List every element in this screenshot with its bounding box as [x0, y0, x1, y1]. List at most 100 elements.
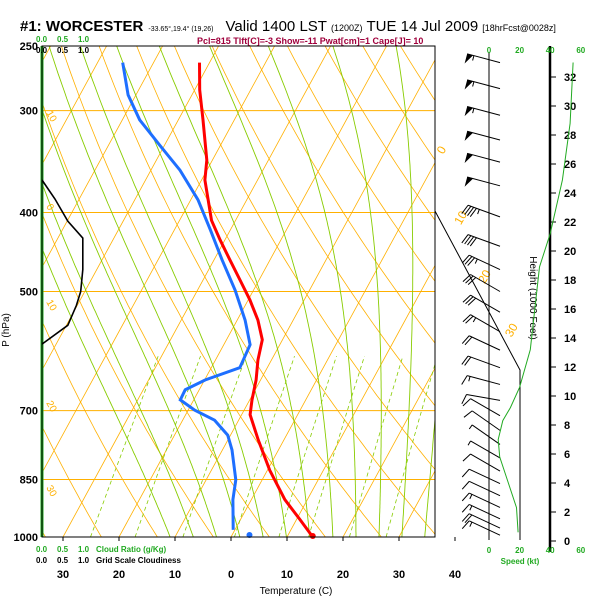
cloud-ratio-scale-bottom: 0.5	[57, 545, 69, 554]
barb-half-feather	[469, 521, 473, 527]
height-tick-label: 10	[564, 391, 576, 403]
speed-tick-label-bottom: 40	[546, 546, 555, 555]
barb-pennant	[464, 79, 473, 90]
background-lines	[42, 32, 600, 555]
moist-adiabat-line	[395, 46, 414, 537]
surface-temp-dot	[309, 533, 316, 539]
cloud-ratio-scale-top: 1.0	[78, 35, 90, 44]
dry-adiabat-line	[503, 32, 600, 555]
moist-adiabat-line	[42, 181, 194, 537]
barb-feather	[461, 254, 470, 264]
height-tick-label: 16	[564, 304, 576, 316]
barb-shaft	[467, 152, 501, 163]
dry-adiabat-line	[173, 46, 435, 471]
adiabat-label: 10	[43, 109, 58, 125]
barb-feather	[465, 315, 474, 324]
barb-pennant	[464, 131, 473, 141]
pressure-tick-label: 500	[20, 287, 38, 299]
wind-barb	[467, 440, 501, 459]
temp-tick-label: 20	[113, 569, 125, 581]
barb-feather	[461, 468, 470, 478]
barb-feather	[461, 335, 470, 344]
pressure-tick-label: 850	[20, 474, 38, 486]
forecast-info: [18hrFcst@0028z]	[482, 23, 556, 33]
barb-shaft	[471, 424, 501, 445]
barb-half-feather	[469, 505, 473, 511]
moist-adiabat-line	[42, 108, 217, 537]
isotherm-line	[42, 46, 164, 269]
height-tick-label: 18	[564, 275, 576, 287]
cloud-ratio-scale-bottom: 0.0	[36, 545, 48, 554]
isotherm-line	[286, 264, 435, 537]
wind-barb	[461, 375, 501, 385]
cloud-ratio-axis-label: Cloud Ratio (g/Kg)	[96, 545, 167, 554]
barb-pennant	[464, 177, 473, 187]
y-axis-title: P (hPa)	[1, 313, 12, 347]
dry-adiabat-line	[42, 100, 270, 537]
barb-half-feather	[472, 317, 477, 323]
height-tick-label: 24	[564, 188, 577, 200]
temp-tick-label: 30	[57, 569, 69, 581]
speed-tick-label-top: 0	[487, 46, 492, 55]
plot-layer: 250300400500700850100010010203001020300.…	[1, 35, 586, 597]
barb-shaft	[470, 294, 501, 313]
height-axis-title: Height (1000 Feet)	[527, 256, 538, 339]
height-tick-label: 14	[564, 333, 577, 345]
isotherm-label: 0	[434, 143, 450, 156]
wind-barb	[461, 504, 501, 520]
barb-feather	[469, 237, 477, 247]
moist-adiabat-line	[158, 46, 311, 537]
barb-feather	[461, 234, 469, 244]
barb-shaft	[467, 355, 501, 369]
temp-tick-label: 0	[228, 569, 234, 581]
isotherm-line	[42, 46, 220, 371]
header-line: #1: WORCESTER -33.65°,19.4° (19,26) Valid …	[20, 18, 556, 35]
barb-feather	[464, 514, 473, 524]
grid-cloudiness-line	[41, 179, 84, 345]
barb-feather	[464, 336, 473, 346]
barb-shaft	[468, 468, 501, 485]
barb-feather	[467, 206, 475, 216]
barb-shaft	[470, 453, 501, 472]
barb-feather	[461, 204, 469, 214]
cloudiness-scale-top: 0.5	[57, 46, 69, 55]
barb-feather	[461, 375, 468, 385]
dry-adiabat-line	[98, 46, 382, 537]
temp-tick-label: 10	[169, 569, 181, 581]
barb-feather	[467, 297, 477, 306]
mixing-ratio-line	[385, 362, 435, 537]
dry-adiabat-line	[136, 46, 435, 535]
barb-feather	[462, 314, 471, 323]
pressure-tick-label: 400	[20, 207, 38, 219]
barb-feather	[463, 410, 473, 418]
barb-feather	[461, 481, 470, 490]
barb-feather	[461, 492, 470, 502]
barb-feather	[462, 294, 471, 303]
isotherm-line	[42, 46, 108, 166]
x-axis-title: Temperature (C)	[260, 586, 333, 597]
pressure-tick-label: 250	[20, 41, 38, 53]
temp-tick-label: 30	[393, 569, 405, 581]
speed-tick-label-top: 40	[546, 46, 555, 55]
speed-tick-label-top: 20	[515, 46, 524, 55]
wind-barb	[461, 254, 501, 271]
wind-barb	[462, 294, 501, 313]
height-tick-label: 12	[564, 362, 576, 374]
wind-barb	[462, 453, 501, 472]
pressure-tick-label: 300	[20, 106, 38, 118]
barb-shaft	[468, 335, 501, 351]
moist-adiabat-line	[209, 46, 334, 537]
height-tick-label: 30	[564, 101, 576, 113]
wind-barb	[461, 355, 501, 369]
barb-feather	[465, 275, 474, 284]
wind-panel-boundary	[434, 210, 521, 537]
cloud-ratio-scale-top: 0.0	[36, 35, 48, 44]
mixing-ratio-line	[234, 355, 295, 537]
temp-tick-label: 40	[449, 569, 461, 581]
barb-feather	[461, 513, 470, 522]
mixing-ratio-line	[90, 355, 159, 537]
height-tick-label: 4	[564, 478, 571, 490]
wind-barb	[464, 152, 501, 163]
barb-feather	[467, 277, 477, 286]
